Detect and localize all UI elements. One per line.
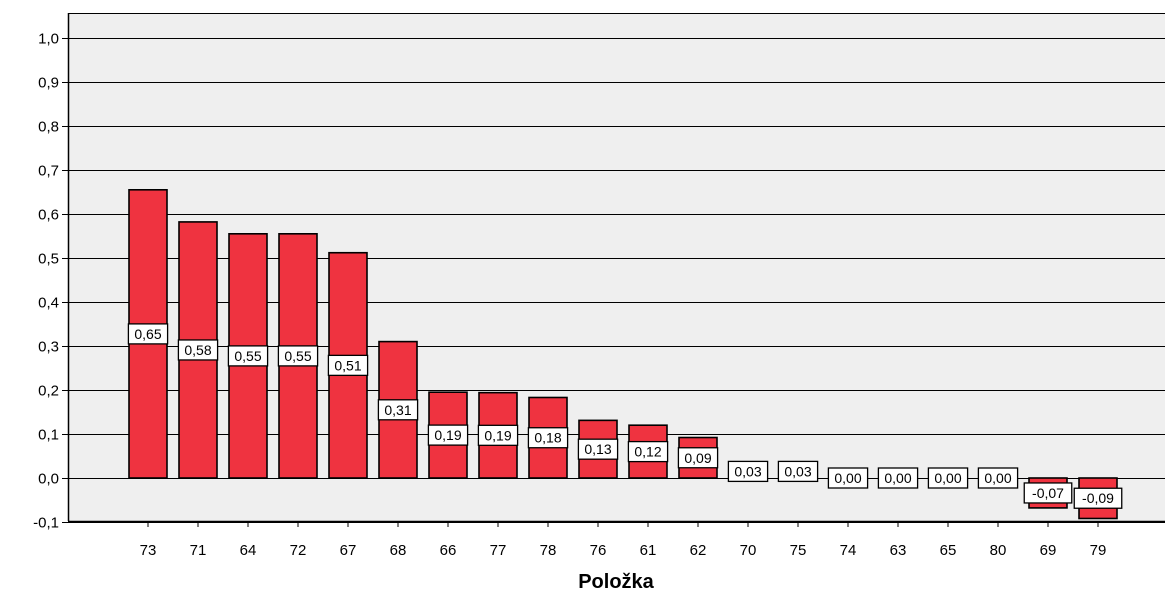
- data-label-box: [177, 339, 219, 361]
- y-tick-label: 0,5: [38, 251, 59, 268]
- x-tick-label: 67: [340, 542, 357, 559]
- x-tick-label: 77: [490, 542, 507, 559]
- data-label: 0,55: [234, 348, 261, 364]
- data-label: 0,55: [284, 348, 311, 364]
- data-label: 0,18: [534, 430, 561, 446]
- data-label: 0,00: [984, 470, 1011, 486]
- y-tick-label: 0,1: [38, 427, 59, 444]
- data-label: 0,12: [634, 444, 661, 460]
- data-label: 0,13: [584, 441, 611, 457]
- data-label-box: [677, 447, 719, 469]
- data-label-box: [727, 460, 769, 483]
- x-tick-label: 62: [690, 542, 707, 559]
- x-tick-label: 69: [1040, 542, 1057, 559]
- x-tick-label: 75: [790, 542, 807, 559]
- data-label: 0,03: [734, 463, 761, 479]
- y-tick-label: 0,4: [38, 295, 59, 312]
- x-tick-label: 66: [440, 542, 457, 559]
- y-tick-label: 0,8: [38, 119, 59, 136]
- data-label-box: [627, 440, 669, 463]
- x-tick-label: 70: [740, 542, 757, 559]
- data-label: -0,09: [1082, 490, 1114, 506]
- data-label-box: [227, 345, 269, 367]
- data-label-box: [1073, 487, 1123, 509]
- x-tick-labels: 73 71 64 72 67 68 66 77 78 76 61 62 70 75 74 63 65 80 69 79: [140, 521, 1107, 559]
- x-tick-label: 68: [390, 542, 407, 559]
- y-tick-label: 0,2: [38, 383, 59, 400]
- data-label: 0,19: [484, 427, 511, 443]
- y-tick-label: 0,7: [38, 163, 59, 180]
- data-label-box: [1023, 482, 1073, 504]
- x-tick-label: 79: [1090, 542, 1107, 559]
- data-label: 0,65: [134, 326, 161, 342]
- x-tick-label: 71: [190, 542, 207, 559]
- data-label-box: [277, 345, 319, 367]
- data-label-box: [377, 399, 419, 421]
- data-label-box: [527, 427, 569, 449]
- x-tick-label: 61: [640, 542, 657, 559]
- data-label-box: [327, 354, 369, 377]
- data-label-box: [977, 467, 1019, 489]
- y-tick-label: -0,1: [33, 515, 59, 532]
- x-tick-label: 78: [540, 542, 557, 559]
- data-label-box: [427, 424, 469, 446]
- axes: [67, 13, 1165, 523]
- data-labels: 0,65 0,58 0,55 0,55 0,51 0,31 0,19 0,19 0,18 0,13…: [127, 323, 1123, 509]
- data-label: 0,51: [334, 357, 361, 373]
- data-label: 0,00: [834, 470, 861, 486]
- y-tick-label: 1,0: [38, 31, 59, 48]
- data-label: 0,19: [434, 427, 461, 443]
- data-label: 0,03: [784, 463, 811, 479]
- x-tick-label: 76: [590, 542, 607, 559]
- data-label-box: [827, 467, 869, 489]
- data-label-box: [127, 323, 169, 345]
- y-tick-label: 0,3: [38, 339, 59, 356]
- y-tick-labels: 1,0 0,9 0,8 0,7 0,6 0,5 0,4 0,3 0,2 0,1 0,0 -0,1: [33, 31, 59, 532]
- x-tick-label: 74: [840, 542, 857, 559]
- y-tick-label: 0,6: [38, 207, 59, 224]
- x-tick-label: 63: [890, 542, 907, 559]
- data-label: 0,31: [384, 402, 411, 418]
- x-tick-label: 73: [140, 542, 157, 559]
- data-label: -0,07: [1032, 485, 1064, 501]
- data-label-box: [777, 460, 819, 483]
- data-label-box: [927, 467, 969, 489]
- data-label-box: [577, 438, 619, 460]
- x-tick-label: 65: [940, 542, 957, 559]
- y-tick-label: 0,9: [38, 75, 59, 92]
- data-label: 0,00: [884, 470, 911, 486]
- y-tick-label: 0,0: [38, 471, 59, 488]
- x-tick-label: 80: [990, 542, 1007, 559]
- data-label: 0,58: [184, 342, 211, 358]
- data-label: 0,00: [934, 470, 961, 486]
- data-label-box: [877, 467, 919, 489]
- x-tick-label: 72: [290, 542, 307, 559]
- data-label: 0,09: [684, 450, 711, 466]
- x-tick-label: 64: [240, 542, 257, 559]
- x-axis-title: Položka: [578, 571, 654, 593]
- data-label-box: [477, 424, 519, 446]
